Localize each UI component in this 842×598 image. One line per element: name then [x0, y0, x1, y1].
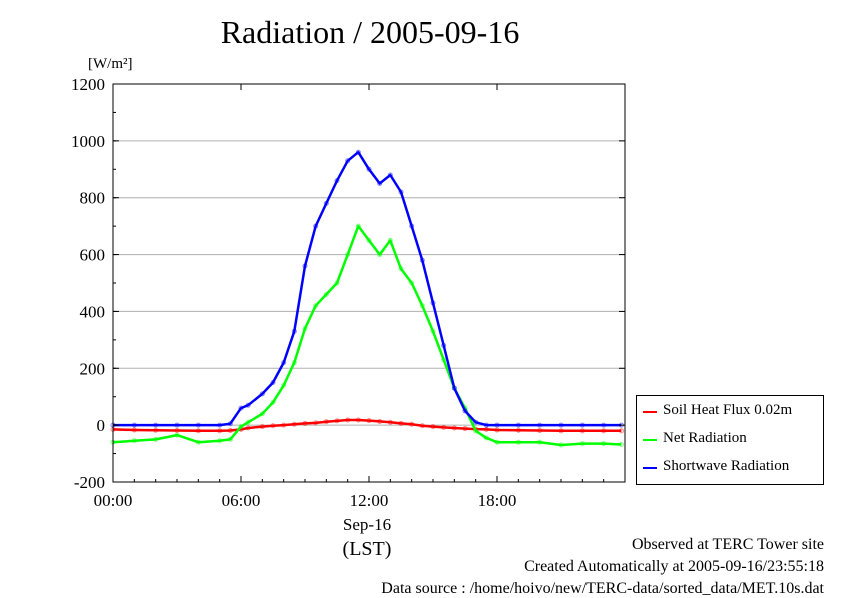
y-tick-label: -200: [74, 473, 105, 492]
legend-label-soil-heat-flux: Soil Heat Flux 0.02m: [663, 402, 793, 418]
x-tick-label: 06:00: [222, 491, 261, 510]
footer-created-at: Created Automatically at 2005-09-16/23:5…: [524, 558, 824, 575]
y-tick-label: 0: [97, 416, 106, 435]
footer-data-source: Data source : /home/hoivo/new/TERC-data/…: [381, 580, 824, 597]
y-tick-label: 200: [80, 359, 106, 378]
legend-label-net-radiation: Net Radiation: [663, 430, 747, 446]
series-0: [110, 417, 624, 434]
legend-swatch-soil-heat-flux: [643, 411, 657, 413]
series-2: [110, 149, 624, 428]
grid-lines: [113, 140, 625, 426]
chart-title: Radiation / 2005-09-16: [220, 14, 520, 50]
y-tick-label: 1200: [71, 75, 105, 94]
legend-swatch-shortwave-radiation: [643, 467, 657, 469]
y-tick-label: 600: [80, 246, 106, 265]
series-line: [113, 150, 622, 427]
data-point: [323, 291, 329, 297]
series-layer: [110, 149, 624, 448]
legend: Soil Heat Flux 0.02m Net Radiation Short…: [636, 395, 824, 485]
x-tick-label: 18:00: [478, 491, 517, 510]
y-axis: -200 0 200 400 600 800 1000 1200: [71, 75, 625, 492]
y-tick-label: 400: [80, 302, 106, 321]
y-tick-label: 1000: [71, 132, 105, 151]
series-1: [110, 223, 624, 448]
x-tick-label: 12:00: [350, 491, 389, 510]
footer-observed-at: Observed at TERC Tower site: [631, 536, 824, 553]
series-line: [112, 224, 622, 447]
x-tick-label: 00:00: [94, 491, 133, 510]
x-axis-date-label: Sep-16: [342, 515, 392, 534]
x-axis: 00:00 06:00 12:00 18:00: [94, 84, 626, 510]
y-axis-unit-label: [W/m²]: [88, 56, 133, 72]
x-axis-timezone-label: (LST): [342, 538, 392, 560]
legend-swatch-net-radiation: [643, 439, 657, 441]
y-tick-label: 800: [80, 189, 106, 208]
legend-label-shortwave-radiation: Shortwave Radiation: [663, 458, 790, 474]
series-line: [112, 418, 622, 433]
